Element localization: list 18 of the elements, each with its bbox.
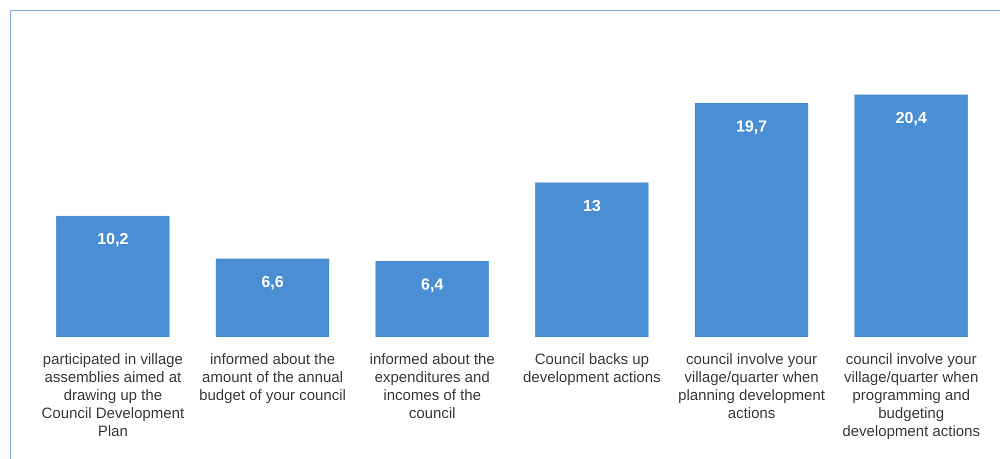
x-tick-label: council involve your village/quarter when planning development actions bbox=[678, 351, 826, 422]
bar bbox=[854, 94, 968, 337]
data-label: 13 bbox=[582, 198, 601, 215]
x-tick-label: Council backs up development actions bbox=[523, 351, 661, 386]
bar bbox=[694, 102, 808, 337]
data-label: 10,2 bbox=[97, 231, 129, 248]
x-tick-label: informed about the expenditures and incomes of the council bbox=[370, 351, 495, 422]
x-tick-label: council involve your village/quarter when programming and budgeting development actions bbox=[842, 351, 980, 440]
data-label: 6,4 bbox=[421, 276, 444, 294]
bar bbox=[56, 216, 170, 337]
data-label: 19,7 bbox=[736, 118, 768, 136]
bar bbox=[216, 258, 330, 337]
bar bbox=[375, 260, 489, 337]
x-tick-label: participated in village assemblies aimed at drawing up the Council Development Plan bbox=[42, 351, 185, 440]
x-tick-label: informed about the amount of the annual budget of your council bbox=[199, 351, 346, 404]
bar bbox=[535, 182, 649, 337]
data-label: 6,6 bbox=[261, 274, 284, 291]
data-label: 20,4 bbox=[896, 110, 927, 128]
